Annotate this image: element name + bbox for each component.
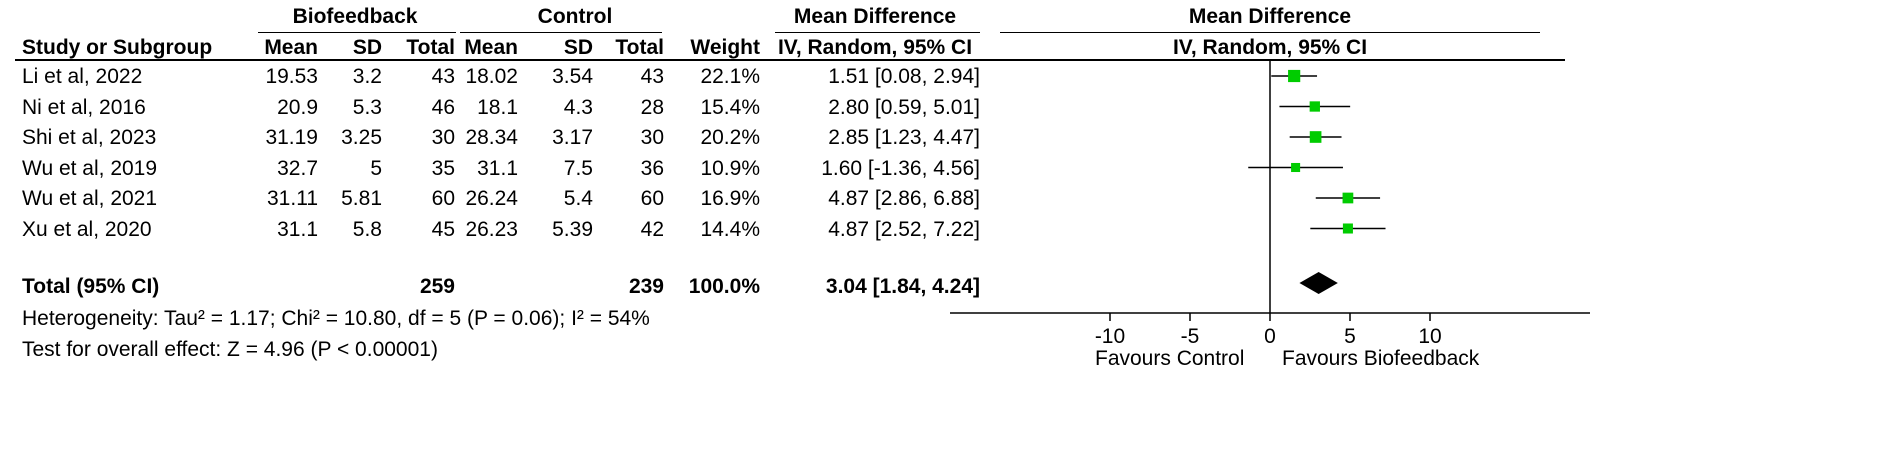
row-ctrl-sd: 5.39 <box>552 217 593 241</box>
column-header-ctrl-total: Total <box>615 36 664 59</box>
row-ci: 4.87 [2.52, 7.22] <box>828 217 980 241</box>
effect-header-table: Mean Difference <box>793 5 957 28</box>
row-study-name: Xu et al, 2020 <box>22 217 152 241</box>
row-ctrl-mean: 26.23 <box>465 217 518 241</box>
x-tick-label: 10 <box>1418 325 1441 348</box>
row-ctrl-sd: 7.5 <box>563 156 593 180</box>
point-estimate <box>1309 131 1322 143</box>
column-header-weight: Weight <box>690 36 760 59</box>
row-weight: 15.4% <box>700 95 760 119</box>
row-study-name: Ni et al, 2016 <box>22 95 146 119</box>
row-exp-sd: 5 <box>370 156 382 180</box>
column-header-method-table: IV, Random, 95% CI <box>777 36 973 59</box>
row-ctrl-total: 43 <box>640 65 664 88</box>
row-weight: 16.9% <box>700 187 760 210</box>
row-study-name: Wu et al, 2019 <box>22 156 158 180</box>
row-study-name: Shi et al, 2023 <box>22 126 157 149</box>
row-ci: 4.87 [2.86, 6.88] <box>828 187 980 210</box>
column-header-study: Study or Subgroup <box>22 36 213 59</box>
row-ci: 1.60 [-1.36, 4.56] <box>821 156 980 180</box>
total-label: Total (95% CI) <box>22 275 160 298</box>
point-estimate <box>1342 223 1353 234</box>
row-ctrl-total: 60 <box>640 187 664 210</box>
x-tick-label: -10 <box>1095 325 1125 348</box>
row-exp-mean: 31.19 <box>265 126 318 149</box>
column-header-ctrl-mean: Mean <box>464 36 518 59</box>
column-header-exp-sd: SD <box>352 36 382 59</box>
row-exp-sd: 5.3 <box>352 95 382 119</box>
row-exp-mean: 19.53 <box>265 65 318 88</box>
column-header-exp-mean: Mean <box>264 36 318 59</box>
row-study-name: Li et al, 2022 <box>22 65 143 88</box>
row-ci: 2.85 [1.23, 4.47] <box>828 126 980 149</box>
total-ci: 3.04 [1.84, 4.24] <box>825 275 980 298</box>
row-weight: 22.1% <box>700 65 760 88</box>
row-weight: 14.4% <box>700 217 760 241</box>
row-ctrl-mean: 26.24 <box>465 187 518 210</box>
row-exp-total: 46 <box>431 95 455 119</box>
x-tick-label: 0 <box>1264 325 1276 348</box>
effect-header-plot: Mean Difference <box>1188 5 1352 28</box>
row-exp-mean: 31.1 <box>277 217 318 241</box>
row-exp-total: 43 <box>431 65 455 88</box>
row-study-name: Wu et al, 2021 <box>22 187 158 210</box>
column-header-exp-total: Total <box>406 36 455 59</box>
row-ctrl-mean: 28.34 <box>465 126 518 149</box>
total-ctrl-total: 239 <box>628 275 664 298</box>
row-ctrl-mean: 18.02 <box>465 65 518 88</box>
point-estimate <box>1291 162 1301 173</box>
row-ctrl-total: 42 <box>640 217 664 241</box>
row-exp-total: 60 <box>431 187 455 210</box>
row-exp-total: 35 <box>431 156 455 180</box>
total-exp-total: 259 <box>419 275 455 298</box>
row-exp-sd: 5.8 <box>352 217 382 241</box>
row-ctrl-sd: 3.54 <box>552 65 593 88</box>
favours-left-label: Favours Control <box>1095 347 1245 370</box>
overall-effect-text: Test for overall effect: Z = 4.96 (P < 0… <box>22 338 438 361</box>
row-exp-sd: 3.2 <box>352 65 382 88</box>
row-exp-sd: 5.81 <box>341 187 382 210</box>
x-tick-label: -5 <box>1181 325 1200 348</box>
column-header-ctrl-sd: SD <box>563 36 593 59</box>
x-tick-label: 5 <box>1344 325 1356 348</box>
row-exp-total: 30 <box>431 126 455 149</box>
row-weight: 20.2% <box>700 126 760 149</box>
row-ci: 2.80 [0.59, 5.01] <box>828 95 980 119</box>
row-ctrl-sd: 4.3 <box>563 95 593 119</box>
point-estimate <box>1309 101 1320 112</box>
row-ci: 1.51 [0.08, 2.94] <box>828 65 980 88</box>
row-ctrl-total: 36 <box>640 156 664 180</box>
heterogeneity-text: Heterogeneity: Tau² = 1.17; Chi² = 10.80… <box>22 307 650 330</box>
group-header-control: Control <box>537 5 613 28</box>
favours-right-label: Favours Biofeedback <box>1282 347 1480 370</box>
point-estimate <box>1342 192 1354 204</box>
column-header-method-plot: IV, Random, 95% CI <box>1172 36 1368 59</box>
total-weight: 100.0% <box>688 275 760 298</box>
row-ctrl-mean: 31.1 <box>477 156 518 180</box>
row-ctrl-sd: 5.4 <box>563 187 593 210</box>
row-exp-mean: 32.7 <box>277 156 318 180</box>
row-ctrl-total: 30 <box>640 126 664 149</box>
point-estimate <box>1288 69 1301 83</box>
row-ctrl-total: 28 <box>640 95 664 119</box>
row-exp-sd: 3.25 <box>341 126 382 149</box>
row-exp-total: 45 <box>431 217 455 241</box>
row-exp-mean: 31.11 <box>267 187 318 210</box>
group-header-biofeedback: Biofeedback <box>292 5 418 28</box>
pooled-diamond <box>1299 272 1338 294</box>
row-weight: 10.9% <box>700 156 760 180</box>
row-ctrl-mean: 18.1 <box>477 95 518 119</box>
row-ctrl-sd: 3.17 <box>552 126 593 149</box>
row-exp-mean: 20.9 <box>277 95 318 119</box>
